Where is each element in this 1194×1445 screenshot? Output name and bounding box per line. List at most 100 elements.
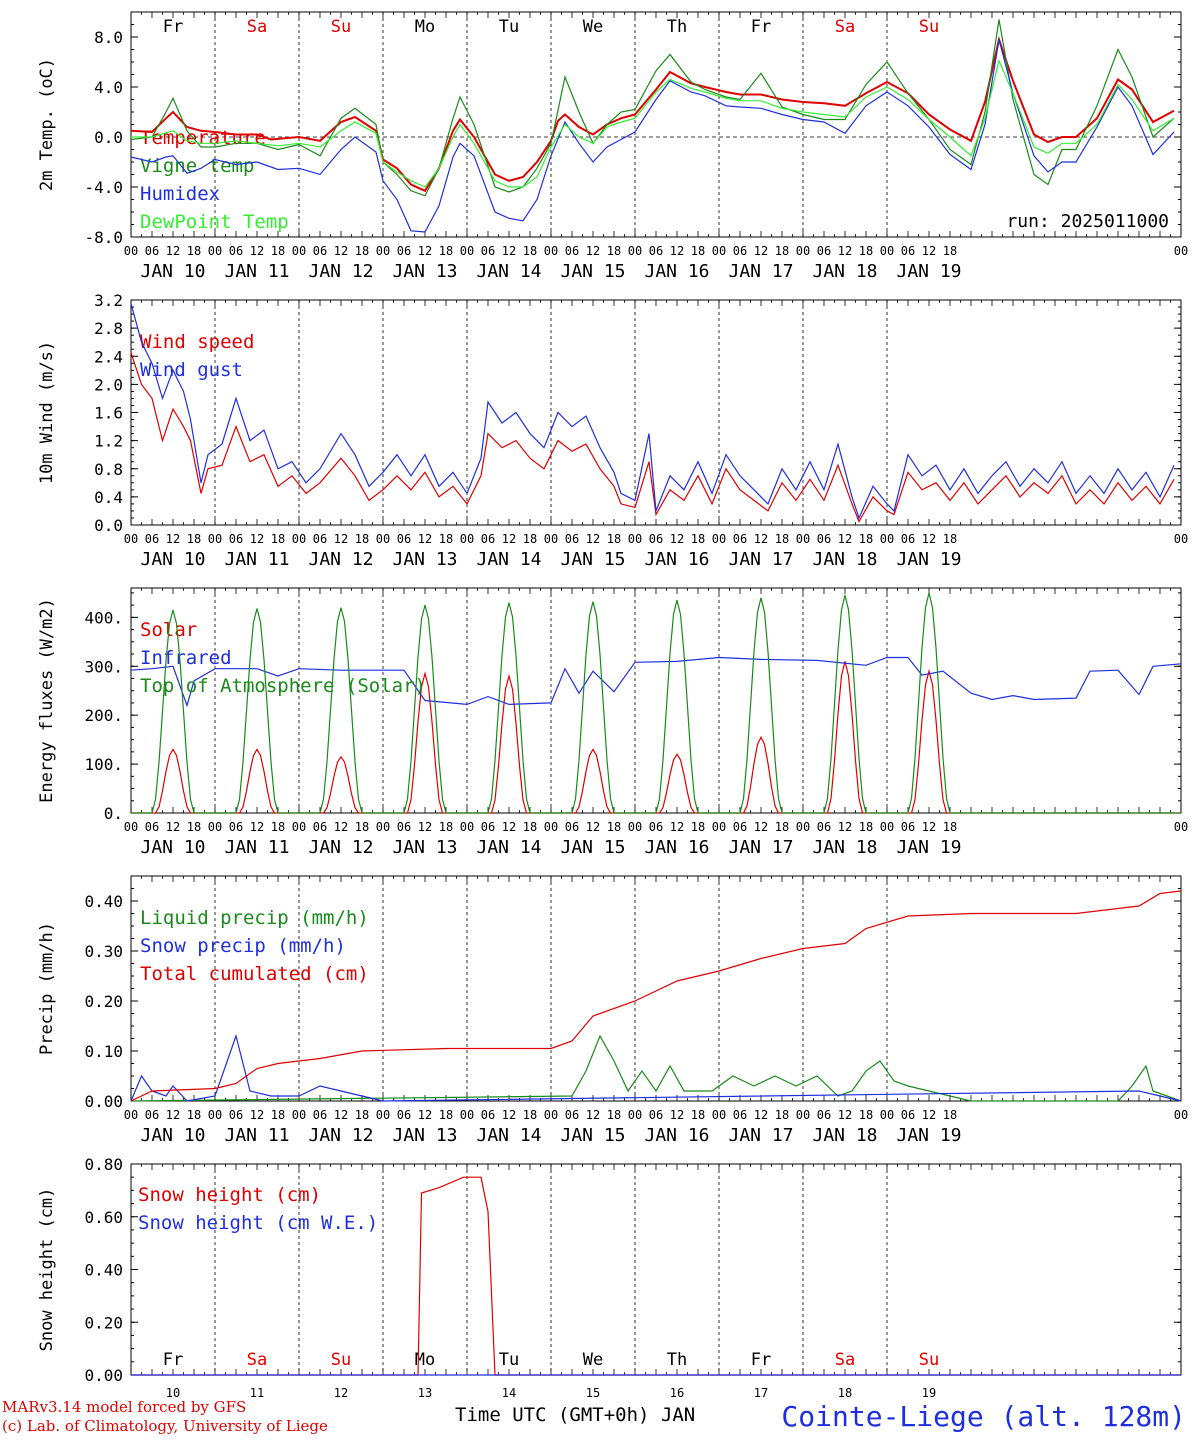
hour-tick-label: 00 (292, 820, 306, 834)
hour-tick-label: 00 (544, 820, 558, 834)
hour-tick-label: 06 (901, 244, 915, 258)
hour-tick-label: 00 (712, 244, 726, 258)
day-number-label: 11 (250, 1386, 264, 1400)
date-label: JAN 19 (896, 549, 961, 570)
hour-tick-label: 06 (733, 1108, 747, 1122)
station-name: Cointe-Liege (alt. 128m) (781, 1400, 1186, 1433)
weekday-label: Tu (499, 1350, 519, 1370)
y-axis-label: 10m Wind (m/s) (37, 341, 57, 484)
hour-tick-label: 06 (397, 1108, 411, 1122)
hour-tick-label: 00 (628, 532, 642, 546)
y-tick-label: 1.6 (94, 404, 123, 423)
hour-tick-label: 18 (187, 532, 201, 546)
hour-tick-label: 12 (670, 820, 684, 834)
hour-tick-label: 06 (481, 820, 495, 834)
hour-tick-label: 12 (250, 532, 264, 546)
hour-tick-label: 00 (376, 820, 390, 834)
hour-tick-label: 06 (397, 820, 411, 834)
y-tick-label: 2.8 (94, 319, 123, 338)
y-tick-label: 300. (84, 657, 123, 676)
hour-tick-label: 06 (397, 532, 411, 546)
hour-tick-label: 00 (712, 1108, 726, 1122)
hour-tick-label: 12 (670, 532, 684, 546)
panel-5: 0.80 0.60 0.40 0.20 0.00 Snow height (cm) 10 Fr… (37, 1155, 1182, 1400)
day-number-label: 15 (586, 1386, 600, 1400)
weekday-label: Fr (751, 1350, 771, 1370)
weekday-label: Fr (751, 17, 771, 37)
weekday-label: Tu (499, 17, 519, 37)
hour-tick-label: 18 (355, 1108, 369, 1122)
date-label: JAN 17 (728, 837, 793, 858)
hour-tick-label: 12 (250, 244, 264, 258)
y-tick-label: 4.0 (94, 78, 123, 97)
y-tick-label: 0.4 (94, 488, 123, 507)
hour-tick-label: 00 (292, 532, 306, 546)
weekday-label: Th (667, 1350, 687, 1370)
series-line (130, 890, 1182, 1102)
hour-tick-label: 18 (607, 532, 621, 546)
hour-tick-label: 00 (124, 820, 138, 834)
date-label: JAN 14 (476, 837, 541, 858)
series-line (131, 58, 1175, 188)
run-annotation: run: 2025011000 (1006, 211, 1169, 232)
y-tick-label: -4.0 (84, 178, 123, 197)
hour-tick-label: 06 (901, 1108, 915, 1122)
hour-tick-label: 00 (376, 244, 390, 258)
hour-tick-label: 12 (838, 532, 852, 546)
day-number-label: 18 (838, 1386, 852, 1400)
hour-tick-label: 00 (376, 1108, 390, 1122)
hour-tick-label: 00 (544, 244, 558, 258)
legend-entry: Infrared (140, 647, 232, 669)
hour-tick-label: 06 (817, 820, 831, 834)
series-line (130, 19, 1175, 197)
date-label: JAN 12 (308, 1125, 373, 1146)
legend-entry: Wind gust (140, 359, 243, 381)
hour-tick-label: 06 (313, 820, 327, 834)
weekday-label: Th (667, 17, 687, 37)
date-label: JAN 12 (308, 837, 373, 858)
hour-tick-label: 06 (145, 1108, 159, 1122)
y-axis-label: Snow height (cm) (37, 1188, 57, 1352)
y-axis-label: Precip (mm/h) (37, 922, 57, 1055)
hour-tick-label: 00 (628, 244, 642, 258)
hour-tick-label: 18 (523, 532, 537, 546)
hour-tick-label: 12 (838, 244, 852, 258)
hour-tick-label: 00 (544, 532, 558, 546)
hour-tick-label: 12 (502, 244, 516, 258)
hour-tick-label: 00 (292, 1108, 306, 1122)
hour-tick-label: 12 (922, 820, 936, 834)
panel-2: 3.2 2.8 2.4 2.0 1.6 1.2 0.8 0.4 0.0 10m Wind (m/s… (37, 291, 1188, 570)
panel-1: 8.0 4.0 0.0 -4.0 -8.0 2m Temp. (oC) 00 06 12 18 JA… (37, 11, 1188, 282)
hour-tick-label: 00 (1174, 1108, 1188, 1122)
date-label: JAN 10 (140, 837, 205, 858)
hour-tick-label: 12 (586, 1108, 600, 1122)
hour-tick-label: 18 (943, 532, 957, 546)
hour-tick-label: 18 (355, 820, 369, 834)
hour-tick-label: 18 (691, 244, 705, 258)
hour-tick-label: 18 (775, 820, 789, 834)
date-label: JAN 13 (392, 837, 457, 858)
hour-tick-label: 06 (145, 820, 159, 834)
hour-tick-label: 18 (439, 532, 453, 546)
hour-tick-label: 18 (691, 820, 705, 834)
date-label: JAN 15 (560, 1125, 625, 1146)
legend-entry: Top of Atmosphere (Solar) (140, 675, 426, 697)
y-tick-label: 0.60 (84, 1208, 123, 1227)
hour-tick-label: 00 (376, 532, 390, 546)
weekday-label: Sa (247, 1350, 267, 1370)
hour-tick-label: 06 (901, 532, 915, 546)
hour-tick-label: 00 (208, 244, 222, 258)
date-label: JAN 14 (476, 549, 541, 570)
hour-tick-label: 06 (733, 244, 747, 258)
plot-frame (130, 587, 1182, 814)
hour-tick-label: 06 (649, 244, 663, 258)
hour-tick-label: 12 (502, 532, 516, 546)
legend-entry: Liquid precip (mm/h) (140, 907, 369, 929)
day-number-label: 17 (754, 1386, 768, 1400)
weekday-label: Su (919, 1350, 939, 1370)
day-number-label: 16 (670, 1386, 684, 1400)
weekday-label: Su (919, 17, 939, 37)
hour-tick-label: 06 (817, 1108, 831, 1122)
date-label: JAN 11 (224, 837, 289, 858)
